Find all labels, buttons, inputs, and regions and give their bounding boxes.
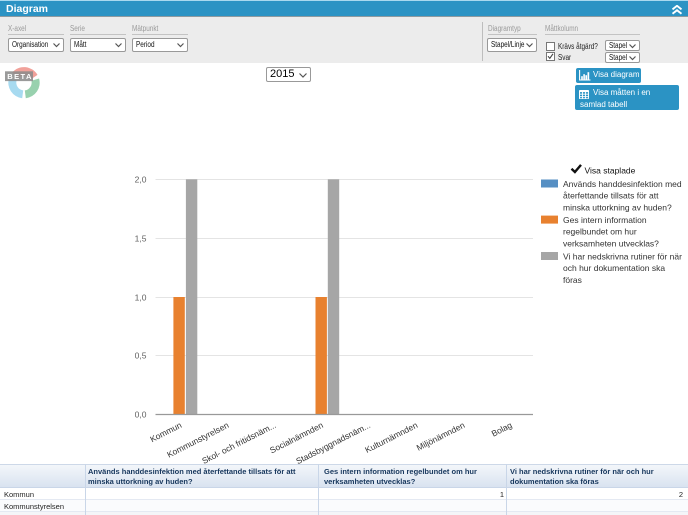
svg-text:BETA: BETA [7, 72, 33, 81]
svg-text:Bolag: Bolag [490, 420, 514, 439]
svg-text:föras: föras [563, 275, 582, 285]
svg-text:minska uttorkning av huden?: minska uttorkning av huden? [563, 202, 672, 212]
svg-text:Kommun: Kommun [148, 420, 183, 444]
svg-text:Vi har nedskrivna rutiner för: Vi har nedskrivna rutiner för när [563, 252, 682, 262]
svg-text:Miljönämnden: Miljönämnden [415, 420, 467, 453]
svg-text:2,0: 2,0 [135, 175, 147, 185]
svg-text:regelbundet om hur: regelbundet om hur [563, 227, 637, 237]
svg-text:Används handdesinfektion med: Används handdesinfektion med [563, 179, 682, 189]
svg-text:och hur dokumentation ska: och hur dokumentation ska [563, 263, 665, 273]
svg-text:Visa staplade: Visa staplade [585, 166, 636, 176]
svg-text:0,0: 0,0 [135, 410, 147, 420]
svg-text:verksamheten utvecklas?: verksamheten utvecklas? [563, 238, 659, 248]
svg-text:återfettande tillsats för att: återfettande tillsats för att [563, 191, 659, 201]
svg-text:1,5: 1,5 [135, 234, 147, 244]
svg-text:Kulturnämnden: Kulturnämnden [363, 420, 419, 455]
svg-text:0,5: 0,5 [135, 351, 147, 361]
svg-text:Ges intern information: Ges intern information [563, 215, 647, 225]
svg-text:1,0: 1,0 [135, 293, 147, 303]
